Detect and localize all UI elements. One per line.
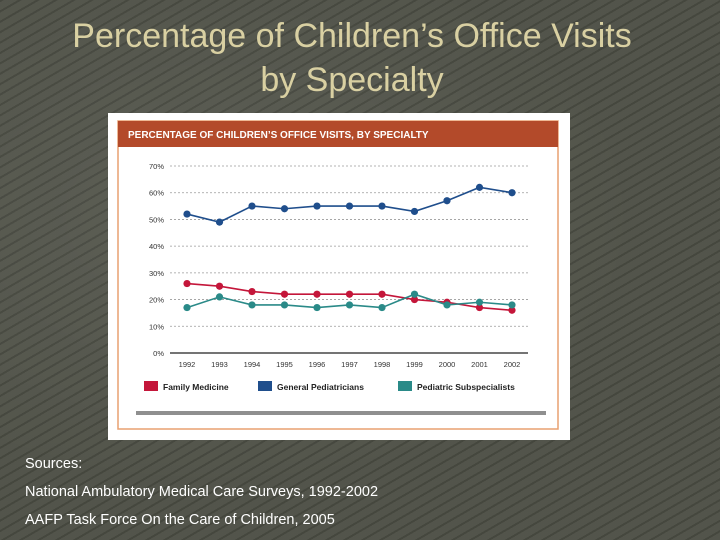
data-point [280, 290, 289, 298]
legend-label: Pediatric Subspecialists [417, 382, 515, 392]
data-point [313, 202, 321, 210]
legend-swatch [144, 381, 158, 391]
data-point [378, 202, 386, 210]
y-axis-ticks: 0% 10% 20% 30% 40% 50% 60% 70% [149, 162, 164, 358]
data-point [345, 301, 354, 309]
x-tick-label: 1994 [244, 360, 261, 369]
data-point [183, 303, 191, 312]
data-point [378, 290, 386, 298]
data-point [508, 301, 516, 309]
y-tick-label: 30% [149, 269, 164, 278]
chart-title: PERCENTAGE OF CHILDREN’S OFFICE VISITS, … [128, 130, 429, 141]
x-tick-label: 1997 [341, 360, 358, 369]
footer-bar [136, 411, 546, 415]
chart-grid [170, 165, 528, 354]
data-point [313, 290, 321, 298]
data-point [248, 202, 256, 210]
chart-frame [117, 120, 559, 430]
data-point [410, 207, 419, 216]
x-tick-label: 1992 [179, 360, 196, 369]
data-point [345, 202, 354, 210]
data-point [248, 301, 256, 309]
line-chart: PERCENTAGE OF CHILDREN’S OFFICE VISITS, … [117, 120, 559, 430]
y-tick-label: 70% [149, 162, 164, 171]
slide-title-line-2: by Specialty [260, 61, 444, 99]
y-tick-label: 40% [149, 242, 164, 251]
x-tick-label: 2000 [439, 360, 456, 369]
chart-series [183, 183, 516, 314]
chart-image: PERCENTAGE OF CHILDREN’S OFFICE VISITS, … [108, 113, 570, 440]
data-point [280, 301, 289, 309]
x-tick-label: 1995 [276, 360, 293, 369]
data-point [215, 218, 224, 226]
data-point [313, 303, 321, 312]
data-point [248, 287, 256, 296]
slide-title-line-1: Percentage of Children’s Office Visits [72, 17, 632, 55]
data-point [410, 295, 419, 304]
data-point [475, 183, 484, 191]
x-tick-label: 1996 [309, 360, 326, 369]
legend-label: Family Medicine [163, 382, 229, 392]
y-tick-label: 0% [153, 349, 164, 358]
y-tick-label: 20% [149, 296, 164, 305]
data-point [475, 298, 484, 306]
legend-label: General Pediatricians [277, 382, 364, 392]
sources-heading: Sources: [25, 456, 83, 472]
data-point [508, 306, 516, 314]
x-tick-label: 1998 [374, 360, 391, 369]
data-point [410, 290, 419, 298]
source-item: National Ambulatory Medical Care Surveys… [25, 484, 379, 500]
data-point [280, 205, 289, 213]
x-tick-label: 2002 [504, 360, 521, 369]
data-point [475, 303, 484, 312]
chart-legend: Family Medicine General Pediatricians Pedi… [144, 381, 515, 392]
sources-block: Sources: National Ambulatory Medical Car… [25, 455, 378, 539]
data-point [443, 197, 451, 205]
y-tick-label: 60% [149, 189, 164, 198]
data-point [443, 301, 451, 309]
data-point [215, 282, 224, 290]
x-tick-label: 2001 [471, 360, 488, 369]
data-point [508, 189, 516, 197]
source-item: AAFP Task Force On the Care of Children,… [25, 512, 335, 528]
x-tick-label: 1993 [211, 360, 228, 369]
legend-swatch [258, 381, 272, 391]
data-point [183, 210, 191, 218]
slide-title: Percentage of Children’s Office Visits b… [0, 14, 704, 102]
chart-header-bar [118, 121, 558, 147]
legend-swatch [398, 381, 412, 391]
data-point [378, 303, 386, 312]
y-tick-label: 50% [149, 215, 164, 224]
data-point [183, 279, 191, 288]
x-axis-ticks: 1992 1993 1994 1995 1996 1997 1998 1999 2000 2001… [179, 360, 521, 369]
data-point [345, 290, 354, 298]
x-tick-label: 1999 [406, 360, 423, 369]
y-tick-label: 10% [149, 322, 164, 331]
data-point [215, 293, 224, 301]
